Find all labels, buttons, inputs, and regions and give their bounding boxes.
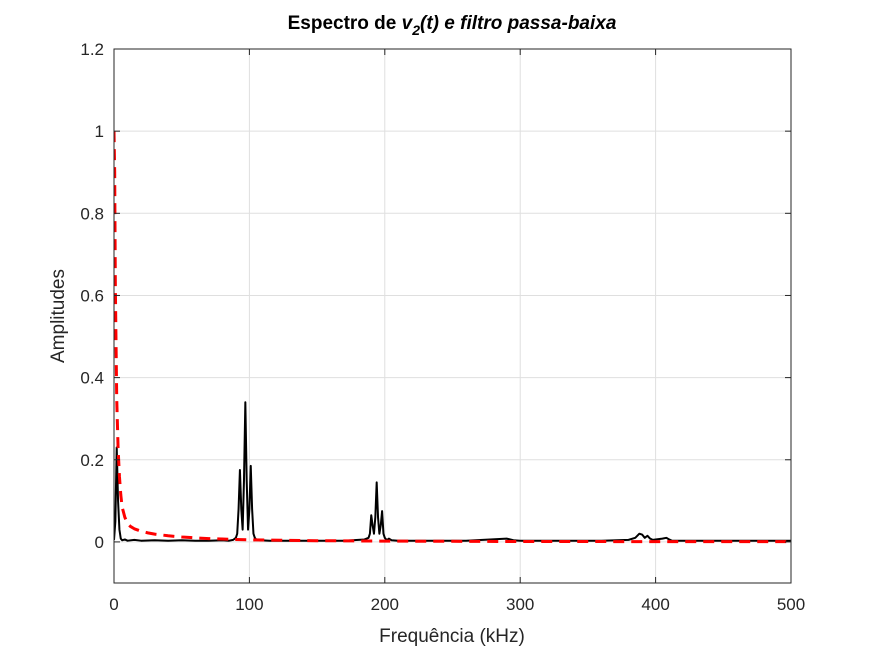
- series-group: [114, 131, 791, 544]
- grid: [113, 48, 792, 583]
- y-tick-label: 0: [95, 533, 104, 552]
- y-tick-label: 0.2: [80, 451, 104, 470]
- y-axis-label: Amplitudes: [48, 269, 69, 363]
- x-tick-label: 500: [777, 595, 805, 614]
- x-tick-label: 300: [506, 595, 534, 614]
- x-tick-label: 200: [371, 595, 399, 614]
- x-tick-label: 100: [235, 595, 263, 614]
- y-tick-label: 0.6: [80, 286, 104, 305]
- plot-area: [114, 49, 791, 583]
- y-tick-label: 1.2: [80, 40, 104, 59]
- plot-frame: [113, 48, 792, 584]
- y-tick-label: 0.4: [80, 369, 104, 388]
- y-tick-label: 1: [95, 122, 104, 141]
- x-tick-label: 0: [109, 595, 118, 614]
- y-tick-label: 0.8: [80, 204, 104, 223]
- x-axis-label: Frequência (kHz): [379, 626, 525, 647]
- chart-title: Espectro de v2(t) e filtro passa-baixa: [288, 13, 617, 38]
- tick-labels: 0 100 200 300 400 500 0 0.2 0.4 0.6 0.8 1 1.2: [80, 40, 805, 614]
- spectrum-line: [114, 401, 791, 542]
- x-tick-label: 400: [641, 595, 669, 614]
- ticks: [113, 48, 792, 583]
